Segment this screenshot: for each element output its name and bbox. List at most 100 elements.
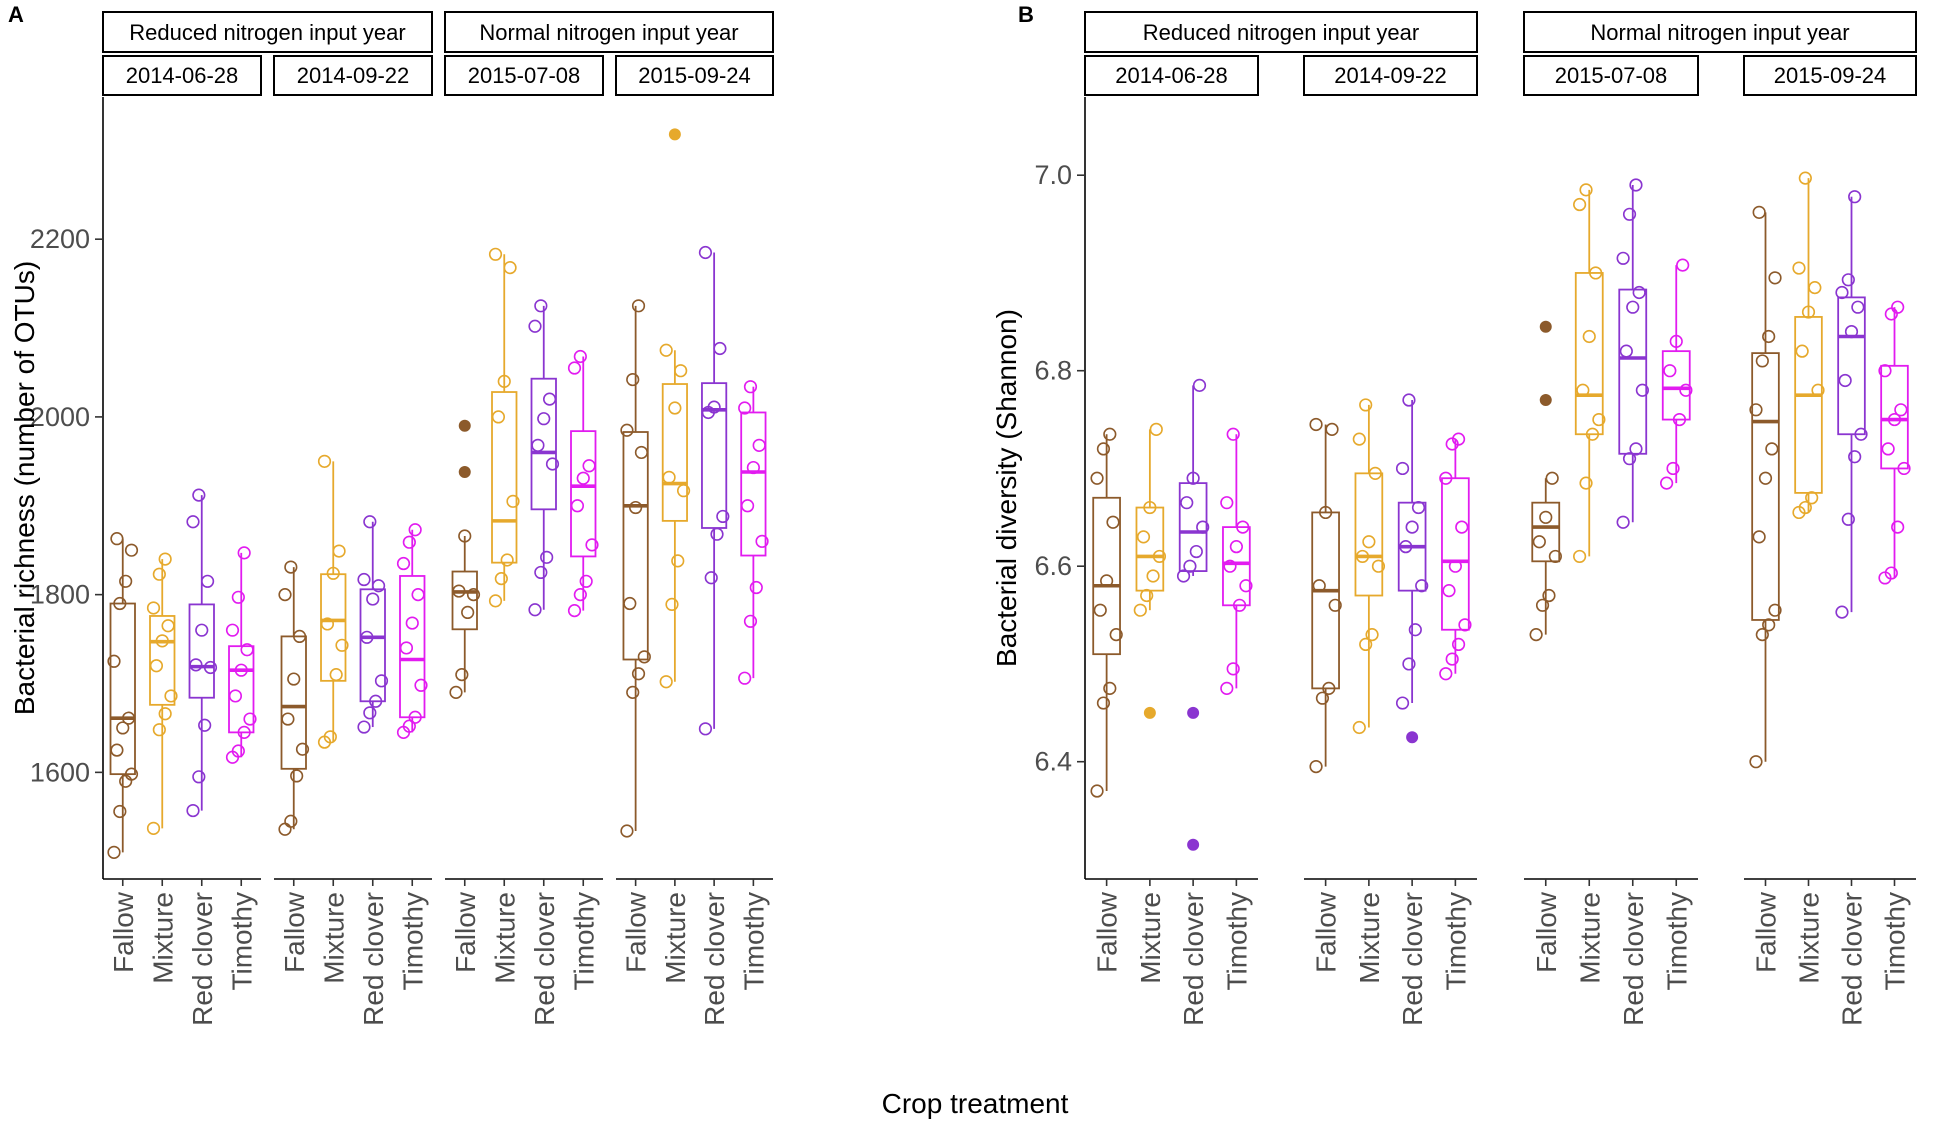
data-point — [503, 261, 517, 275]
data-point — [320, 617, 335, 631]
data-point — [1854, 427, 1868, 441]
data-point — [1109, 628, 1123, 642]
data-point — [1365, 628, 1379, 642]
data-point — [637, 650, 651, 664]
box-iqr — [1441, 477, 1470, 631]
x-tick-label: Red clover — [1837, 892, 1868, 1026]
x-tick-label: Fallow — [621, 891, 652, 973]
data-point — [1439, 667, 1453, 681]
data-point — [1408, 623, 1422, 637]
x-tick-label: Fallow — [108, 891, 139, 973]
data-point — [1548, 549, 1562, 564]
x-tick-label: Fallow — [1751, 891, 1782, 973]
y-tick-label: 2000 — [30, 402, 90, 432]
data-point — [528, 603, 542, 617]
data-point — [1402, 393, 1416, 407]
y-tick-label: 6.6 — [1034, 551, 1072, 581]
data-point — [1576, 383, 1590, 397]
data-point — [752, 438, 766, 452]
data-point — [1752, 205, 1766, 219]
data-point — [506, 494, 520, 508]
data-point — [497, 374, 511, 388]
data-point — [152, 723, 166, 737]
box-iqr — [188, 603, 215, 699]
data-point — [1322, 681, 1336, 695]
box-2014-06-28-red-clover — [1176, 378, 1210, 851]
box-2015-09-24-fallow — [1749, 205, 1782, 769]
data-point — [1765, 442, 1779, 456]
outlier-point — [1406, 731, 1419, 744]
box-iqr — [320, 573, 347, 682]
data-point — [124, 767, 139, 781]
data-point — [531, 438, 545, 452]
data-point — [200, 574, 215, 588]
data-point — [1762, 329, 1776, 344]
data-point — [1792, 261, 1806, 275]
x-tick-label: Timothy — [1221, 892, 1252, 991]
data-point — [1176, 569, 1191, 583]
data-point — [369, 694, 383, 708]
data-point — [203, 660, 218, 675]
box-iqr — [1837, 296, 1866, 436]
box-iqr — [1354, 472, 1384, 597]
x-tick-label: Fallow — [1092, 891, 1123, 973]
y-tick-label: 1600 — [30, 757, 90, 787]
data-point — [743, 614, 758, 628]
box-iqr — [1751, 352, 1780, 621]
data-point — [1445, 652, 1459, 666]
data-point — [1371, 559, 1386, 573]
data-point — [1309, 759, 1323, 774]
box-2015-07-08-mixture — [488, 247, 520, 608]
data-point — [1451, 637, 1466, 652]
y-tick-label: 6.8 — [1034, 356, 1072, 386]
data-point — [1395, 696, 1410, 710]
data-point — [1146, 569, 1160, 583]
box-2015-09-24-red-clover — [1835, 190, 1868, 619]
data-point — [1838, 373, 1852, 388]
data-point — [1093, 603, 1107, 617]
x-tick-label: Timothy — [397, 892, 428, 991]
data-point — [240, 643, 254, 657]
data-point — [1749, 755, 1763, 769]
data-point — [662, 470, 676, 484]
x-tick-label: Timothy — [738, 892, 769, 991]
data-point — [1542, 588, 1556, 603]
data-point — [1897, 461, 1911, 476]
box-2014-06-28-mixture — [1133, 422, 1167, 719]
data-point — [746, 460, 760, 475]
data-point — [671, 554, 685, 568]
data-point — [1415, 579, 1429, 593]
data-point — [402, 535, 416, 549]
data-point — [1811, 383, 1825, 397]
data-point — [1801, 305, 1816, 319]
box-iqr — [1661, 350, 1691, 421]
data-point — [1096, 696, 1111, 710]
data-point — [1679, 383, 1693, 397]
data-point — [576, 471, 590, 485]
data-point — [326, 566, 340, 580]
outlier-point — [458, 419, 471, 432]
data-point — [335, 638, 349, 652]
year-strip — [102, 11, 433, 53]
data-point — [1848, 450, 1862, 464]
data-point — [740, 499, 755, 513]
y-tick-label: 1800 — [30, 580, 90, 610]
data-point — [494, 572, 508, 586]
data-point — [1100, 574, 1114, 588]
data-point — [698, 722, 713, 736]
box-2015-09-24-timothy — [738, 380, 769, 685]
data-point — [1878, 364, 1892, 378]
box-2015-07-08-mixture — [1573, 183, 1606, 564]
x-tick-label: Fallow — [1311, 891, 1342, 973]
data-point — [1090, 784, 1104, 798]
data-point — [1220, 496, 1234, 510]
data-point — [1103, 427, 1117, 441]
box-2015-07-08-fallow — [449, 419, 481, 699]
data-point — [366, 592, 380, 606]
data-point — [186, 803, 200, 818]
data-point — [374, 674, 389, 688]
x-tick-label: Mixture — [318, 892, 349, 984]
data-point — [488, 594, 503, 608]
data-point — [110, 743, 124, 757]
box-2014-09-22-red-clover — [357, 515, 389, 734]
